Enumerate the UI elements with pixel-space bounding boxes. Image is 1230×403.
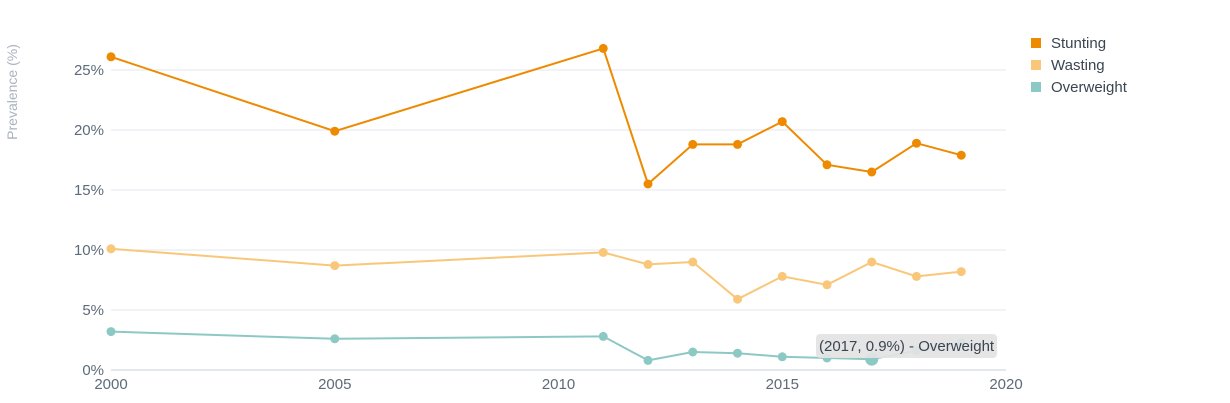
data-point-wasting (330, 261, 340, 271)
gridlines (111, 69, 1006, 371)
legend-swatch-wasting (1031, 60, 1041, 70)
data-point-stunting (956, 150, 966, 160)
y-tick-label: 0% (82, 362, 104, 379)
data-point-wasting (912, 271, 921, 281)
y-tick-label: 15% (74, 182, 104, 199)
data-point-wasting (777, 271, 787, 281)
legend-swatch-stunting (1031, 38, 1041, 48)
data-point-wasting (598, 247, 608, 257)
x-tick-label: 2005 (318, 376, 351, 393)
y-tick-label: 25% (74, 62, 104, 79)
y-axis-ticks: 0% 5% 10% 15% 20% 25% (74, 62, 104, 379)
y-axis-title: Prevalence (%) (4, 44, 20, 140)
legend-label-stunting: Stunting (1051, 35, 1106, 52)
x-axis-ticks: 2000 2005 2010 2015 2020 (94, 376, 1022, 393)
series-line-stunting (110, 47, 962, 185)
legend: Stunting Wasting Overweight (1031, 35, 1128, 96)
data-point-overweight (733, 348, 742, 358)
data-point-wasting (956, 267, 966, 277)
x-tick-label: 2015 (766, 376, 799, 393)
data-point-stunting (598, 43, 608, 53)
data-point-wasting (643, 259, 653, 269)
y-tick-label: 10% (74, 242, 104, 259)
data-point-stunting (822, 160, 832, 170)
data-point-stunting (688, 139, 698, 149)
y-tick-label: 5% (82, 302, 104, 319)
data-point-stunting (912, 138, 921, 148)
data-point-overweight (777, 352, 787, 362)
data-point-stunting (733, 139, 742, 149)
series-lines (106, 43, 966, 366)
legend-swatch-overweight (1031, 82, 1041, 92)
data-point-overweight (106, 327, 116, 337)
data-point-overweight (643, 355, 653, 365)
x-tick-label: 2010 (542, 376, 575, 393)
data-point-stunting (643, 179, 653, 189)
tooltip-background (816, 334, 998, 358)
series-line-wasting (110, 247, 962, 301)
data-point-overweight (598, 331, 608, 341)
legend-label-wasting: Wasting (1051, 57, 1105, 74)
data-point-stunting (106, 52, 116, 62)
data-point-wasting (867, 257, 877, 267)
data-point-stunting (867, 167, 877, 177)
x-tick-label: 2020 (989, 376, 1022, 393)
data-point-wasting (733, 294, 742, 304)
data-point-overweight (688, 347, 698, 357)
data-point-wasting (688, 257, 698, 267)
legend-label-overweight: Overweight (1051, 79, 1128, 96)
data-point-stunting (330, 126, 340, 136)
tooltip-text: (2017, 0.9%) - Overweight (819, 338, 995, 355)
data-point-overweight (330, 334, 340, 344)
y-tick-label: 20% (74, 122, 104, 139)
data-point-wasting (822, 280, 832, 290)
data-point-stunting (777, 117, 787, 127)
x-tick-label: 2000 (94, 376, 127, 393)
tooltip: (2017, 0.9%) - Overweight (816, 334, 998, 358)
data-point-wasting (106, 244, 116, 254)
